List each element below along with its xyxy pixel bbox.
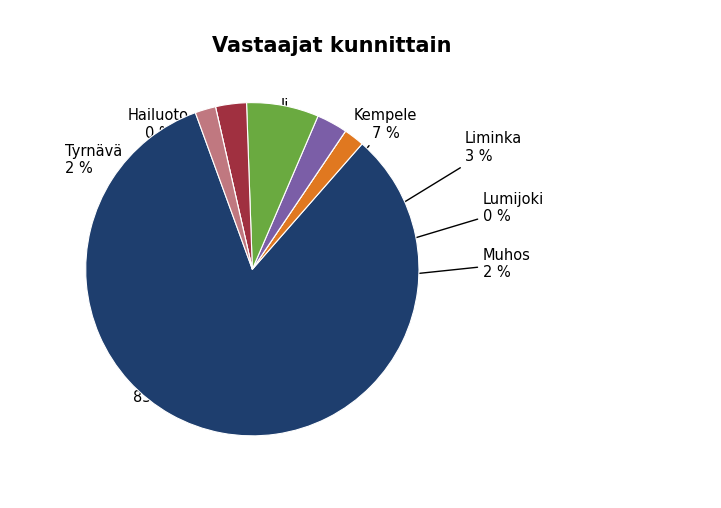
Text: Lumijoki
0 %: Lumijoki 0 % xyxy=(381,192,544,248)
Wedge shape xyxy=(247,103,318,269)
Text: Tyrnävä
2 %: Tyrnävä 2 % xyxy=(65,144,181,182)
Wedge shape xyxy=(216,103,252,269)
Text: Ii
3 %: Ii 3 % xyxy=(267,98,298,203)
Wedge shape xyxy=(252,131,362,269)
Text: Muhos
2 %: Muhos 2 % xyxy=(389,248,531,280)
Wedge shape xyxy=(86,113,419,436)
Wedge shape xyxy=(252,116,345,269)
Text: Hailuoto
0 %: Hailuoto 0 % xyxy=(128,108,226,204)
Wedge shape xyxy=(195,107,252,269)
Text: Oulu
83 %: Oulu 83 % xyxy=(133,372,170,405)
Wedge shape xyxy=(216,107,252,269)
Text: Kempele
7 %: Kempele 7 % xyxy=(315,108,417,214)
Text: Liminka
3 %: Liminka 3 % xyxy=(359,131,522,230)
Text: Vastaajat kunnittain: Vastaajat kunnittain xyxy=(212,36,451,55)
Wedge shape xyxy=(252,131,345,269)
